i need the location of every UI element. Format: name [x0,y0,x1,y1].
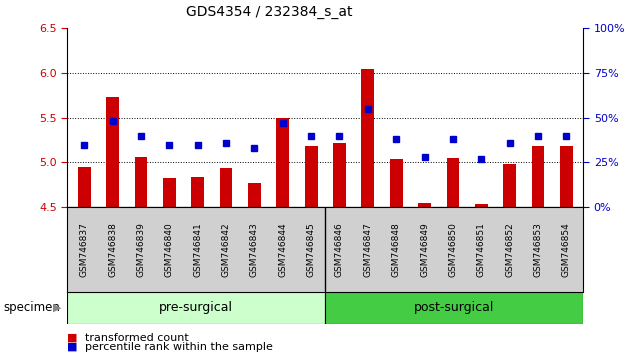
Text: GSM746844: GSM746844 [278,222,287,277]
Bar [220,168,233,207]
Text: GSM746840: GSM746840 [165,222,174,277]
Bar [276,118,289,207]
Text: GSM746841: GSM746841 [193,222,202,277]
Text: GSM746852: GSM746852 [505,222,514,277]
Text: GSM746850: GSM746850 [449,222,458,277]
Text: GSM746847: GSM746847 [363,222,372,277]
Bar [390,159,403,207]
Bar [560,146,572,207]
Text: GSM746846: GSM746846 [335,222,344,277]
Bar [248,183,261,207]
Text: GSM746838: GSM746838 [108,222,117,277]
Text: GSM746845: GSM746845 [306,222,315,277]
Bar [531,146,544,207]
Bar [333,143,346,207]
Text: specimen: specimen [3,302,60,314]
Text: pre-surgical: pre-surgical [160,302,233,314]
Bar [447,158,459,207]
Bar [418,202,431,207]
Bar [135,157,147,207]
Text: transformed count: transformed count [85,333,189,343]
Bar [326,292,583,324]
Text: GSM746848: GSM746848 [392,222,401,277]
Text: GSM746849: GSM746849 [420,222,429,277]
Bar [192,177,204,207]
Bar [78,167,90,207]
Text: GSM746843: GSM746843 [250,222,259,277]
Bar [163,178,176,207]
Text: percentile rank within the sample: percentile rank within the sample [85,342,273,352]
Text: GSM746853: GSM746853 [533,222,542,277]
Bar [503,164,516,207]
Text: GSM746837: GSM746837 [80,222,89,277]
Bar [304,146,317,207]
Text: ■: ■ [67,333,78,343]
Bar [67,292,326,324]
Text: GSM746842: GSM746842 [222,222,231,277]
Bar [362,69,374,207]
Text: GDS4354 / 232384_s_at: GDS4354 / 232384_s_at [186,5,353,19]
Bar [475,204,488,207]
Text: GSM746851: GSM746851 [477,222,486,277]
Bar [106,97,119,207]
Text: GSM746839: GSM746839 [137,222,146,277]
Text: post-surgical: post-surgical [414,302,494,314]
Text: ■: ■ [67,342,78,352]
Text: GSM746854: GSM746854 [562,222,570,277]
Text: ▶: ▶ [53,303,61,313]
